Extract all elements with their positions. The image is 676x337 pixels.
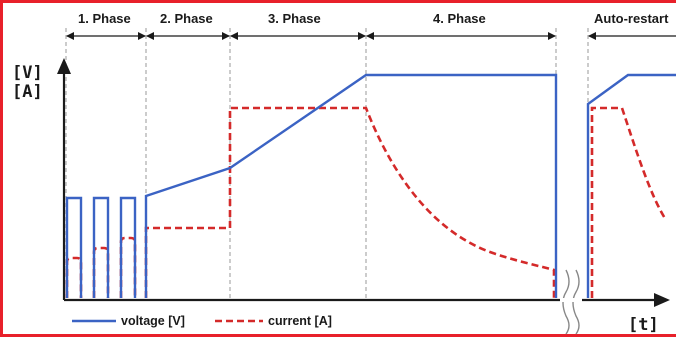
y-axis-label-current: [A] (12, 82, 43, 102)
axes (62, 70, 666, 302)
current-auto-restart (590, 106, 668, 298)
legend-current-label: current [A] (268, 314, 332, 328)
y-axis-label-voltage: [V] (12, 63, 43, 83)
voltage-pulse-2 (92, 196, 110, 298)
phase-label-4: 4. Phase (433, 11, 486, 26)
x-axis-label-time: [t] (628, 315, 659, 335)
phase-label-auto-restart: Auto-restart (594, 11, 669, 26)
phase-label-3: 3. Phase (268, 11, 321, 26)
voltage-auto-restart (586, 73, 676, 298)
current-pulse-1 (65, 256, 83, 298)
voltage-pulse-1 (65, 196, 83, 298)
axis-break (560, 269, 582, 335)
phase-dividers (65, 28, 589, 298)
legend: voltage [V] current [A] (72, 314, 332, 328)
voltage-curve (65, 73, 676, 298)
legend-voltage-label: voltage [V] (121, 314, 185, 328)
current-pulse-3 (119, 236, 137, 298)
phase-label-1: 1. Phase (78, 11, 131, 26)
voltage-phase-2-4 (144, 73, 558, 298)
y-axis-arrowhead (57, 58, 71, 74)
phase-label-2: 2. Phase (160, 11, 213, 26)
current-phase-2-4 (144, 106, 556, 298)
x-axis-arrowhead (654, 293, 670, 307)
current-pulse-2 (92, 246, 110, 298)
voltage-pulse-3 (119, 196, 137, 298)
